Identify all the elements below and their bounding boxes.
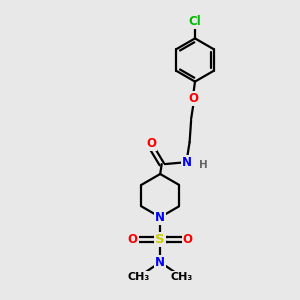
Text: O: O — [183, 233, 193, 246]
Text: CH₃: CH₃ — [171, 272, 193, 282]
Text: O: O — [146, 136, 156, 150]
Text: O: O — [128, 233, 138, 246]
Text: O: O — [188, 92, 199, 105]
Text: H: H — [199, 160, 208, 170]
Text: S: S — [155, 233, 165, 246]
Text: CH₃: CH₃ — [128, 272, 150, 282]
Text: Cl: Cl — [189, 15, 201, 28]
Text: N: N — [182, 156, 192, 169]
Text: N: N — [155, 211, 165, 224]
Text: N: N — [155, 256, 165, 269]
